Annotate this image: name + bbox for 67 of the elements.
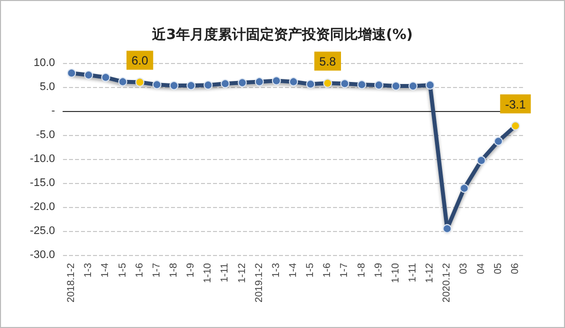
x-tick-label: 04 [476, 262, 487, 274]
y-tick-label: - [51, 105, 56, 117]
x-tick-label: 1-12 [424, 262, 436, 284]
y-tick-label: 5.0 [40, 81, 55, 93]
y-tick-label: -20.0 [30, 201, 55, 213]
x-tick-label: 1-4 [100, 262, 112, 278]
y-tick-label: -10.0 [30, 153, 55, 165]
x-tick-label: 1-12 [236, 262, 248, 284]
x-tick-label: 2020.1-2 [442, 262, 453, 302]
point [476, 156, 486, 165]
chart-title: 近3年月度累计固定资产投资同比增速(%) [151, 26, 413, 43]
x-tick-label: 2019.1-2 [254, 262, 265, 302]
x-tick-label: 2018.1-2 [66, 262, 78, 302]
point [510, 121, 520, 130]
point [169, 81, 178, 90]
point [152, 80, 162, 90]
point [460, 184, 469, 193]
data-label: 5.8 [319, 54, 336, 69]
point [135, 78, 144, 87]
x-tick-label: 1-7 [339, 262, 350, 278]
x-tick-label: 1-10 [390, 262, 402, 284]
data-label: 6.0 [131, 54, 148, 68]
x-tick-label: 1-3 [270, 262, 282, 278]
x-tick-label: 1-6 [322, 262, 334, 278]
point [391, 82, 400, 91]
point [323, 78, 332, 88]
x-tick-label: 1-7 [151, 262, 162, 278]
x-tick-label: 1-6 [134, 262, 146, 278]
data-label: -3.1 [505, 97, 526, 112]
y-tick-label: -15.0 [30, 177, 55, 189]
point [220, 79, 230, 88]
x-tick-label: 1-11 [408, 262, 419, 282]
point [426, 80, 435, 90]
x-tick-label: 03 [458, 262, 470, 274]
x-tick-label: 1-5 [117, 262, 128, 278]
point [408, 82, 418, 91]
point [254, 77, 264, 86]
point [306, 80, 316, 89]
y-tick-label: 10.0 [34, 57, 55, 69]
point [340, 79, 350, 88]
x-tick-label: 1-8 [356, 262, 368, 278]
x-tick-label: 1-3 [83, 262, 94, 278]
point [272, 76, 281, 86]
x-tick-label: 1-10 [202, 262, 214, 284]
point [186, 81, 196, 90]
x-tick-label: 05 [492, 262, 504, 274]
point [84, 70, 94, 80]
x-tick-label: 1-8 [168, 262, 180, 278]
point [289, 77, 298, 86]
point [442, 224, 452, 234]
x-tick-label: 1-9 [186, 262, 197, 278]
point [101, 72, 110, 82]
point [118, 77, 128, 86]
x-tick-label: 1-9 [373, 262, 384, 278]
x-tick-label: 1-5 [305, 262, 316, 278]
point [357, 80, 366, 90]
point [204, 80, 213, 90]
point [238, 78, 247, 88]
x-tick-label: 1-11 [220, 262, 231, 282]
point [374, 80, 384, 90]
y-tick-label: -25.0 [30, 225, 55, 237]
y-tick-label: -30.0 [30, 249, 55, 261]
x-tick-label: 06 [510, 262, 521, 274]
y-tick-label: -5.0 [36, 129, 55, 141]
point [67, 68, 76, 78]
x-tick-label: 1-4 [288, 262, 299, 278]
point [494, 136, 503, 146]
